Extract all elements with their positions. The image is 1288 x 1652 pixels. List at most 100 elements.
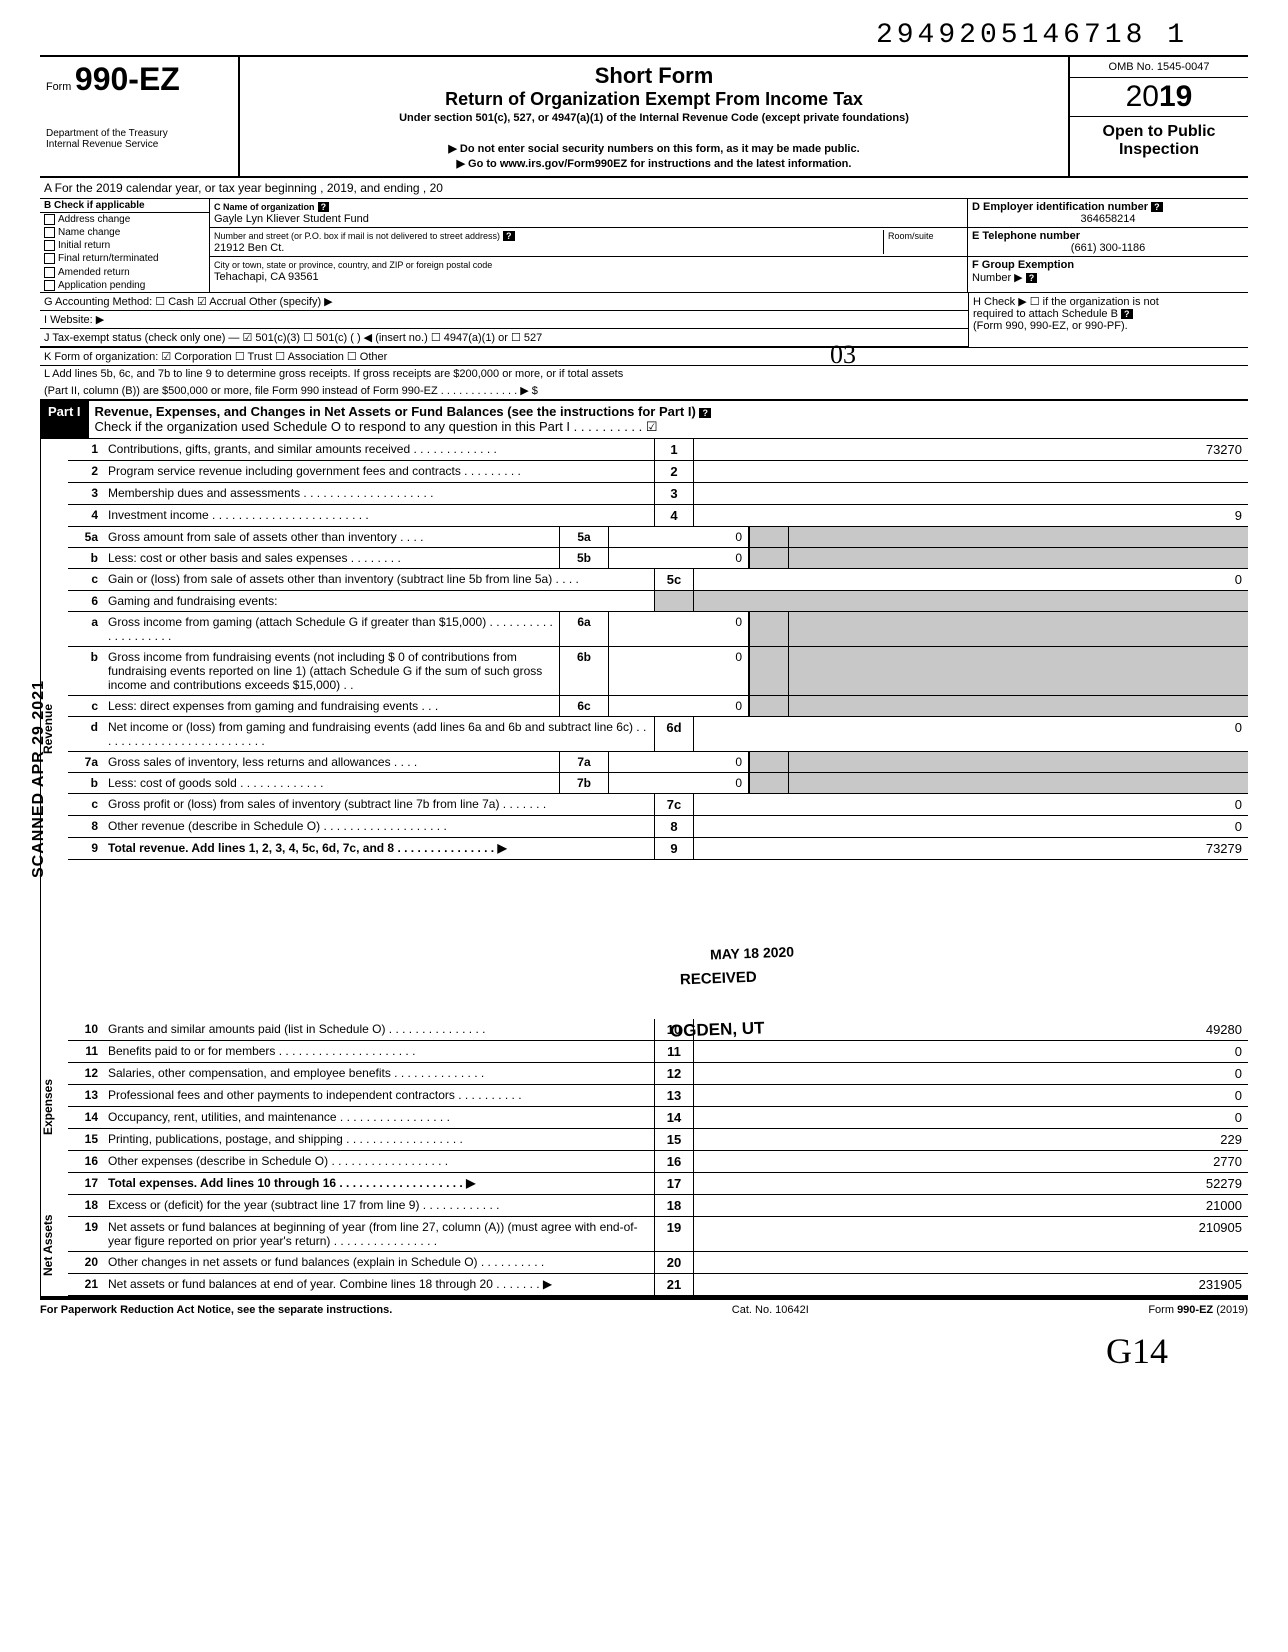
part1-title: Revenue, Expenses, and Changes in Net As… [95,404,1242,419]
line-text: Benefits paid to or for members . . . . … [104,1041,654,1062]
section-b: B Check if applicable Address change Nam… [40,199,210,292]
line-number: 10 [68,1019,104,1040]
room-label: Room/suite [888,231,934,241]
line-text: Other revenue (describe in Schedule O) .… [104,816,654,837]
line-number: 5a [68,527,104,547]
mid-box: 5b [559,548,609,568]
handwritten-03: 03 [830,340,856,370]
line-row: 9Total revenue. Add lines 1, 2, 3, 4, 5c… [68,838,1248,860]
end-box: 14 [654,1107,694,1128]
line-number: b [68,773,104,793]
end-val-grey [789,548,1248,568]
dept-irs: Internal Revenue Service [46,139,232,150]
end-val [694,483,1248,504]
city-state-zip: Tehachapi, CA 93561 [214,271,319,283]
chk-amended: Amended return [40,266,209,279]
end-box: 4 [654,505,694,526]
line-text: Gross income from gaming (attach Schedul… [104,612,559,646]
help-icon: ? [1151,202,1163,212]
line-number: 17 [68,1173,104,1194]
line-number: 21 [68,1274,104,1295]
line-number: 11 [68,1041,104,1062]
stamp-date: MAY 18 2020 [710,944,795,963]
title-sub: Return of Organization Exempt From Incom… [260,89,1048,110]
end-box-grey [749,612,789,646]
end-val: 0 [694,569,1248,590]
end-box: 20 [654,1252,694,1273]
line-text: Total revenue. Add lines 1, 2, 3, 4, 5c,… [104,838,654,859]
line-number: 12 [68,1063,104,1084]
title-small: Under section 501(c), 527, or 4947(a)(1)… [260,112,1048,124]
footer-left: For Paperwork Reduction Act Notice, see … [40,1304,392,1316]
line-number: 7a [68,752,104,772]
scanned-stamp: SCANNED APR 29 2021 [30,680,48,878]
part1-label: Part I [40,401,89,438]
end-box: 13 [654,1085,694,1106]
line-text: Net assets or fund balances at beginning… [104,1217,654,1251]
line-row: 12Salaries, other compensation, and empl… [68,1063,1248,1085]
line-number: c [68,794,104,815]
line-number: 16 [68,1151,104,1172]
mid-box: 6c [559,696,609,716]
mid-box: 7a [559,752,609,772]
end-box: 17 [654,1173,694,1194]
end-box: 11 [654,1041,694,1062]
line-row: 19Net assets or fund balances at beginni… [68,1217,1248,1252]
line-row: 15Printing, publications, postage, and s… [68,1129,1248,1151]
line-row: 10Grants and similar amounts paid (list … [68,1019,1248,1041]
title-box: Short Form Return of Organization Exempt… [240,57,1068,176]
line-row: bLess: cost or other basis and sales exp… [68,548,1248,569]
end-val: 0 [694,717,1248,751]
instr-1: ▶ Do not enter social security numbers o… [260,142,1048,155]
help-icon: ? [1026,273,1038,283]
mid-val: 0 [609,612,749,646]
ein: 364658214 [972,213,1244,225]
end-val: 9 [694,505,1248,526]
line-number: 3 [68,483,104,504]
page-footer: For Paperwork Reduction Act Notice, see … [40,1298,1248,1320]
line-text: Gain or (loss) from sale of assets other… [104,569,654,590]
section-d: D Employer identification number ? 36465… [968,199,1248,228]
document-id: 2949205146718 1 [40,20,1248,51]
line-row: 8Other revenue (describe in Schedule O) … [68,816,1248,838]
line-row: aGross income from gaming (attach Schedu… [68,612,1248,647]
end-val: 210905 [694,1217,1248,1251]
mid-val: 0 [609,548,749,568]
end-val: 0 [694,1085,1248,1106]
end-box: 12 [654,1063,694,1084]
line-text: Less: direct expenses from gaming and fu… [104,696,559,716]
line-row: 13Professional fees and other payments t… [68,1085,1248,1107]
line-text: Net income or (loss) from gaming and fun… [104,717,654,751]
end-val-grey [789,527,1248,547]
end-val: 21000 [694,1195,1248,1216]
end-box-grey [749,696,789,716]
line-number: 15 [68,1129,104,1150]
line-text: Contributions, gifts, grants, and simila… [104,439,654,460]
chk-initial: Initial return [40,239,209,252]
end-val: 0 [694,794,1248,815]
help-icon: ? [699,408,711,418]
line-row: 16Other expenses (describe in Schedule O… [68,1151,1248,1173]
signature: G14 [40,1330,1248,1372]
end-box-grey [749,773,789,793]
org-name: Gayle Lyn Kliever Student Fund [214,213,369,225]
line-row: cGross profit or (loss) from sales of in… [68,794,1248,816]
line-text: Gross amount from sale of assets other t… [104,527,559,547]
end-val: 52279 [694,1173,1248,1194]
line-text: Program service revenue including govern… [104,461,654,482]
line-row: bLess: cost of goods sold . . . . . . . … [68,773,1248,794]
chk-address: Address change [40,213,209,226]
line-number: 13 [68,1085,104,1106]
line-number: b [68,647,104,695]
line-row: 1Contributions, gifts, grants, and simil… [68,439,1248,461]
line-l2: (Part II, column (B)) are $500,000 or mo… [40,382,1248,401]
row-a: A For the 2019 calendar year, or tax yea… [40,178,1248,199]
netassets-side-label: Net Assets [40,1195,68,1296]
line-row: 14Occupancy, rent, utilities, and mainte… [68,1107,1248,1129]
line-number: 9 [68,838,104,859]
city-row: City or town, state or province, country… [210,257,967,285]
end-val-grey [694,591,1248,611]
end-val: 0 [694,1063,1248,1084]
addr-row: Number and street (or P.O. box if mail i… [210,228,967,257]
street-address: 21912 Ben Ct. [214,242,284,254]
